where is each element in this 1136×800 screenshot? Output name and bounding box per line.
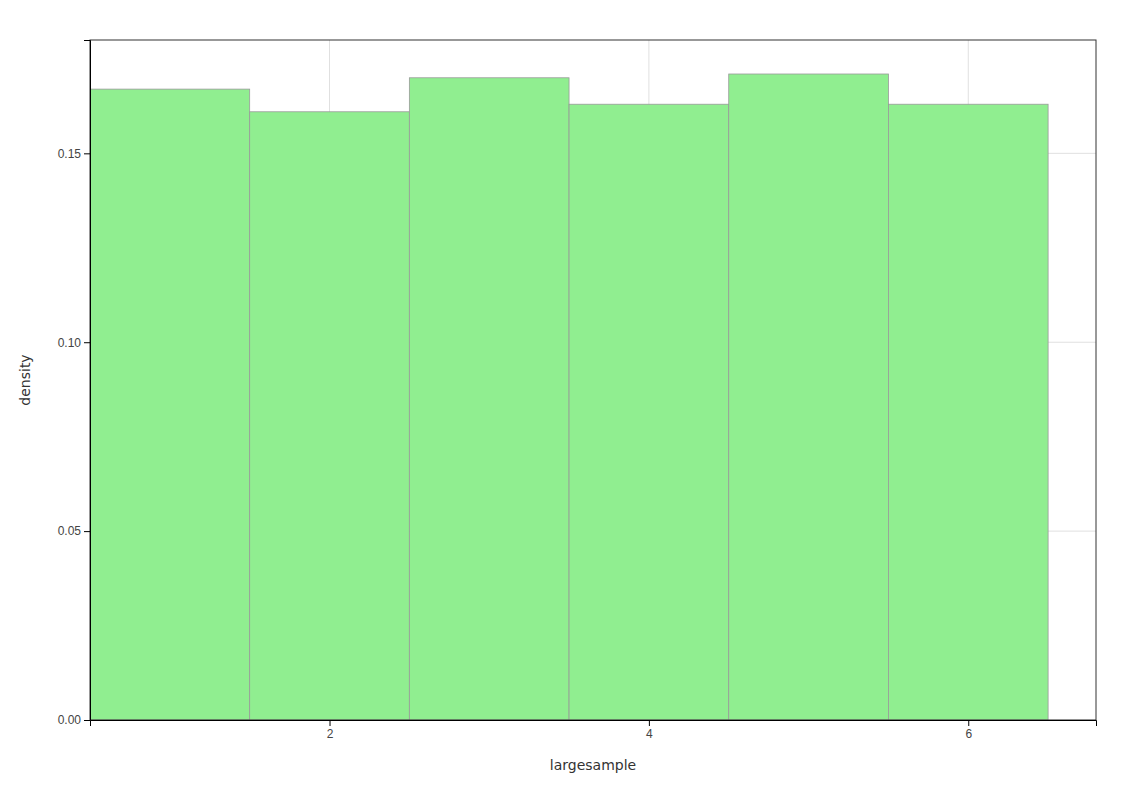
x-axis-tick-label: 6 bbox=[965, 727, 972, 741]
y-axis-tick-label: 0.05 bbox=[58, 524, 82, 538]
histogram-bar bbox=[250, 112, 410, 720]
y-axis-tick: 0.05 bbox=[58, 524, 90, 538]
bars bbox=[90, 74, 1048, 720]
y-axis-tick-mark bbox=[84, 342, 90, 343]
x-axis-tick-mark bbox=[649, 720, 650, 726]
x-axis-tick-mark bbox=[330, 720, 331, 726]
y-axis-tick: 0.10 bbox=[58, 336, 90, 350]
histogram-bar bbox=[729, 74, 889, 720]
y-axis-tick-mark bbox=[84, 153, 90, 154]
y-axis-tick-label: 0.10 bbox=[58, 336, 82, 350]
plot-frame bbox=[90, 40, 1096, 720]
x-axis-title: largesample bbox=[550, 757, 636, 773]
x-axis-tick: 4 bbox=[646, 720, 653, 741]
x-axis-tick: 6 bbox=[965, 720, 972, 741]
chart: 2 4 6 0.00 0.05 0.10 0.15 largesample density bbox=[0, 0, 1136, 800]
x-axis-tick-label: 2 bbox=[327, 727, 334, 741]
y-axis-tick-label: 0.15 bbox=[58, 147, 82, 161]
histogram-bar bbox=[90, 89, 250, 720]
x-axis-tick: 2 bbox=[327, 720, 334, 741]
histogram-bar bbox=[888, 104, 1048, 720]
x-axis-domain bbox=[91, 721, 1097, 727]
y-axis-tick-mark bbox=[84, 720, 90, 721]
x-axis-tick-label: 4 bbox=[646, 727, 653, 741]
y-axis-title: density bbox=[17, 354, 33, 405]
x-axis-tick-mark bbox=[968, 720, 969, 726]
x-axis: 2 4 6 bbox=[91, 720, 1097, 741]
y-axis-tick: 0.00 bbox=[58, 713, 90, 727]
y-axis-tick-mark bbox=[84, 531, 90, 532]
grid bbox=[90, 40, 1096, 720]
histogram-bar bbox=[569, 104, 729, 720]
y-axis-tick: 0.15 bbox=[58, 147, 90, 161]
plot: 2 4 6 0.00 0.05 0.10 0.15 bbox=[58, 40, 1097, 741]
y-axis: 0.00 0.05 0.10 0.15 bbox=[58, 41, 91, 728]
y-axis-domain bbox=[84, 41, 91, 721]
y-axis-tick-label: 0.00 bbox=[58, 713, 82, 727]
histogram-bar bbox=[409, 78, 569, 720]
